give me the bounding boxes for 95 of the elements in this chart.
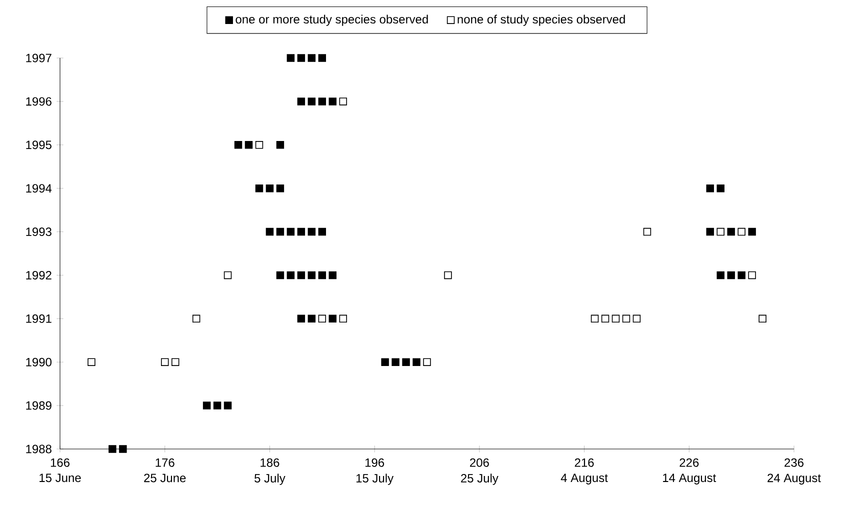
point (381, 358, 389, 366)
point (412, 358, 420, 366)
point (308, 54, 316, 62)
y-tick-label: 1996 (26, 97, 52, 106)
point (706, 228, 714, 236)
x2-tick-label: 24 August (768, 474, 821, 485)
point (286, 54, 295, 62)
x-tick-label: 206 (470, 458, 489, 467)
x2-tick-label: 14 August (663, 474, 716, 484)
point (738, 228, 746, 236)
point (108, 445, 116, 453)
point (171, 358, 180, 366)
y-tick-label: 1995 (26, 140, 52, 150)
y-tick-label: 1994 (26, 184, 52, 193)
x-tick-label: 236 (784, 458, 804, 467)
x2-tick-label: 25 June (144, 474, 186, 482)
point (276, 141, 284, 149)
y-tick-label: 1989 (26, 401, 52, 410)
point (297, 54, 306, 62)
point (328, 98, 337, 106)
x2-tick-label: 15 June (40, 474, 81, 482)
point (266, 228, 274, 236)
x2-tick-label: 4 August (560, 474, 608, 484)
point (255, 184, 264, 192)
x-tick-label: 226 (680, 458, 699, 467)
point (758, 314, 766, 323)
point (308, 228, 316, 236)
point (706, 184, 714, 192)
point (119, 445, 127, 453)
point (716, 271, 724, 280)
x-tick-label: 216 (574, 458, 594, 467)
x2-tick-label: 25 July (461, 474, 498, 485)
point (590, 314, 599, 323)
point (622, 314, 630, 323)
x-tick-label: 186 (260, 458, 280, 467)
point (748, 271, 756, 280)
point (297, 228, 306, 236)
point (213, 402, 222, 410)
point (308, 98, 316, 106)
point (318, 54, 326, 62)
point (234, 141, 242, 149)
point (643, 228, 652, 236)
point (224, 271, 232, 280)
point (276, 184, 284, 192)
point (308, 314, 316, 323)
y-tick-label: 1988 (26, 444, 52, 454)
y-tick-label: 1991 (26, 314, 52, 323)
point (328, 271, 337, 280)
point (339, 314, 347, 323)
y-tick-label: 1992 (26, 270, 52, 280)
point (318, 271, 326, 280)
y-tick-label: 1997 (26, 54, 52, 62)
y-tick-label: 1993 (26, 228, 52, 236)
point (202, 402, 211, 410)
legend-label: one or more study species observed (236, 14, 428, 26)
point (632, 314, 641, 323)
point (297, 98, 306, 106)
point (286, 271, 295, 280)
x-tick-label: 176 (156, 458, 174, 467)
point (318, 98, 326, 106)
x-tick-label: 196 (365, 458, 384, 467)
point (601, 314, 610, 323)
point (612, 314, 620, 323)
point (308, 271, 316, 280)
point (716, 184, 724, 192)
point (402, 358, 410, 366)
point (192, 314, 200, 323)
point (255, 141, 264, 149)
point (160, 358, 169, 366)
point (727, 228, 735, 236)
point (224, 402, 232, 410)
point (318, 314, 326, 323)
point (423, 358, 431, 366)
legend-label: none of study species observed (458, 14, 625, 26)
point (266, 184, 274, 192)
point (748, 228, 756, 236)
point (392, 358, 400, 366)
point (88, 358, 96, 366)
point (738, 271, 746, 280)
point (716, 228, 724, 236)
y-tick-label: 1990 (26, 358, 52, 366)
point (244, 141, 253, 149)
point (297, 271, 306, 280)
point (297, 314, 306, 323)
point (727, 271, 735, 280)
point (339, 98, 347, 106)
point (328, 314, 337, 323)
x2-tick-label: 15 July (356, 474, 394, 485)
x-tick-label: 166 (50, 458, 70, 467)
point (276, 228, 284, 236)
x2-tick-label: 5 July (254, 474, 286, 485)
point (276, 271, 284, 280)
point (318, 228, 326, 236)
point (286, 228, 295, 236)
point (444, 271, 452, 280)
